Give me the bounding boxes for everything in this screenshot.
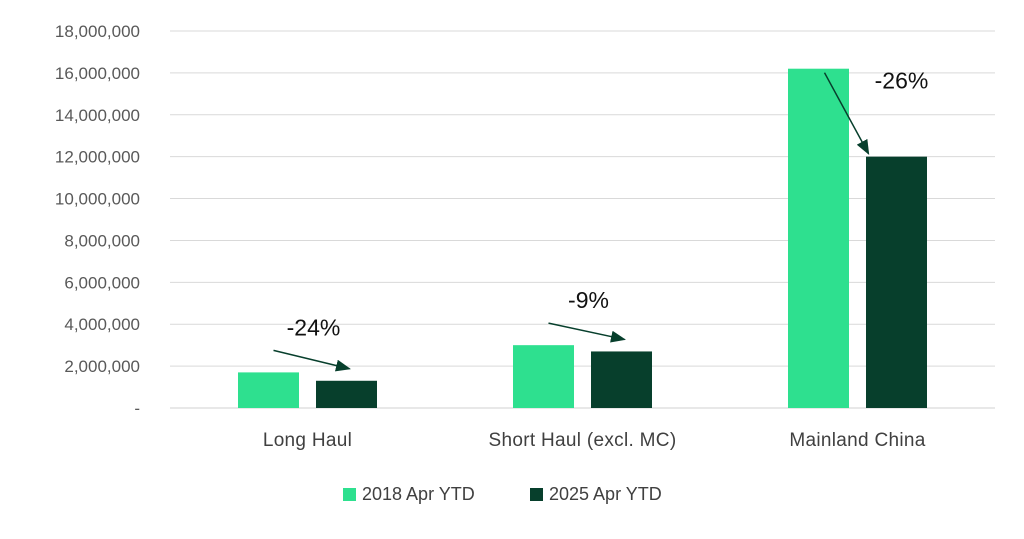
legend-swatch — [530, 488, 543, 501]
bar — [591, 351, 652, 408]
y-tick-label: 2,000,000 — [64, 357, 140, 376]
legend: 2018 Apr YTD 2025 Apr YTD — [343, 484, 662, 504]
x-axis: Long Haul Short Haul (excl. MC) Mainland C… — [263, 430, 926, 451]
bar — [788, 68, 849, 408]
bars — [238, 68, 927, 408]
change-annotations: -24% -9% -26% — [273, 68, 929, 372]
change-arrow — [823, 72, 870, 155]
bar — [238, 372, 299, 408]
y-tick-label: 16,000,000 — [55, 64, 140, 83]
y-tick-label: 4,000,000 — [64, 315, 140, 334]
x-tick-label: Mainland China — [789, 430, 925, 451]
change-label: -9% — [568, 287, 609, 313]
change-label: -26% — [875, 68, 929, 94]
bar — [513, 345, 574, 408]
legend-label: 2018 Apr YTD — [362, 484, 475, 504]
x-tick-label: Long Haul — [263, 430, 352, 451]
change-arrow — [548, 322, 626, 343]
gridlines — [170, 30, 995, 409]
y-tick-label: 8,000,000 — [64, 231, 140, 250]
y-axis: - 2,000,000 4,000,000 6,000,000 8,000,000 10,… — [55, 22, 140, 418]
legend-swatch — [343, 488, 356, 501]
y-tick-label: - — [134, 399, 140, 418]
x-tick-label: Short Haul (excl. MC) — [489, 430, 677, 451]
change-label: -24% — [287, 314, 341, 340]
y-tick-label: 14,000,000 — [55, 106, 140, 125]
legend-label: 2025 Apr YTD — [549, 484, 662, 504]
bar — [316, 380, 377, 408]
y-tick-label: 10,000,000 — [55, 190, 140, 209]
y-tick-label: 6,000,000 — [64, 273, 140, 292]
bar — [866, 156, 927, 408]
y-tick-label: 18,000,000 — [55, 22, 140, 41]
y-tick-label: 12,000,000 — [55, 148, 140, 167]
change-arrow — [273, 349, 351, 372]
